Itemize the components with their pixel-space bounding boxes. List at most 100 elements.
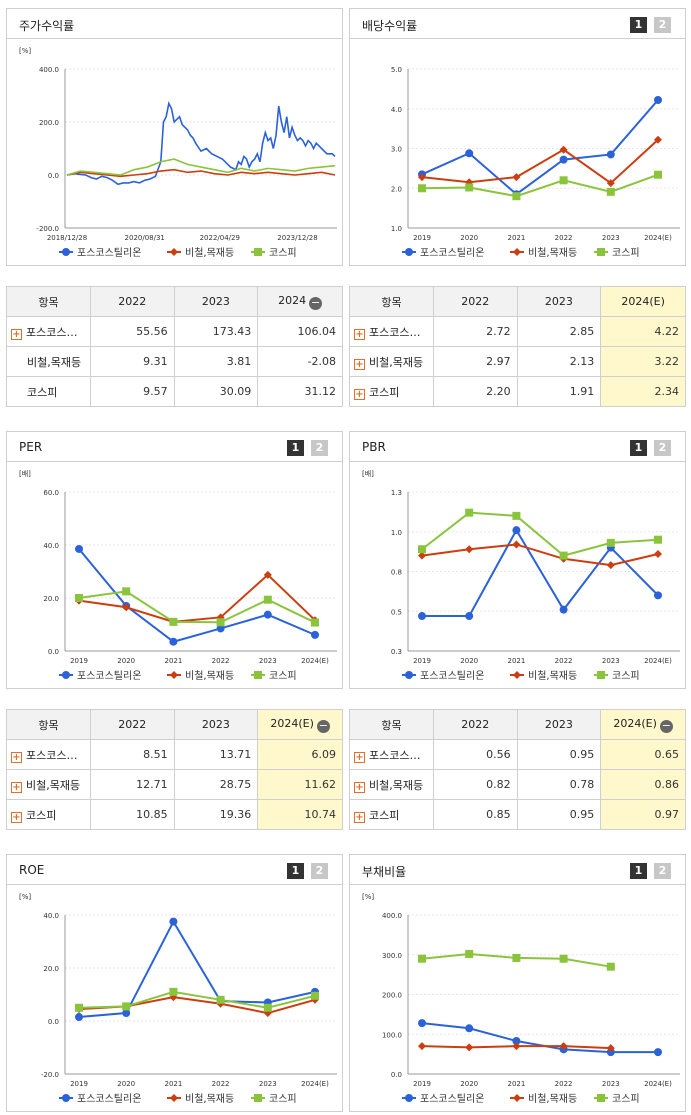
y-tick-label: 40.0 xyxy=(43,542,59,550)
y-tick-label: 20.0 xyxy=(43,595,59,603)
header-label: 2024(E) xyxy=(613,716,657,730)
expand-icon[interactable]: + xyxy=(354,781,365,793)
view-1-button[interactable]: 1 xyxy=(630,863,647,879)
y-tick-label: 1.0 xyxy=(391,225,402,233)
header-label: 2022 xyxy=(461,295,490,308)
data-point-circle xyxy=(75,1013,83,1022)
view-2-button[interactable]: 2 xyxy=(654,863,671,879)
data-point-square xyxy=(654,535,662,544)
table-row: + 비철,목재등 2.97 2.13 3.22 xyxy=(349,346,686,377)
view-1-button[interactable]: 1 xyxy=(287,440,304,456)
view-1-button[interactable]: 1 xyxy=(630,440,647,456)
table-header-cell: 2024(E) xyxy=(600,286,686,317)
table-row: + 비철,목재등 12.71 28.75 11.62 xyxy=(6,769,343,800)
data-point-square xyxy=(559,551,568,560)
panel-header: PER 1 2 xyxy=(7,432,342,462)
x-tick-label: 2018/12/28 xyxy=(47,234,87,242)
table-header-cell: 2022 xyxy=(89,286,175,317)
view-2-button[interactable]: 2 xyxy=(654,440,671,456)
panel-per: PER 1 2 [배] 60.0 40.0 20.0 0.0 2019 2020 2021 20… xyxy=(6,431,343,689)
value-cell: 0.56 xyxy=(432,739,518,770)
legend-label: 포스코스틸리온 xyxy=(420,669,484,682)
y-tick-label: 200.0 xyxy=(39,119,59,127)
data-point-circle xyxy=(122,1009,131,1018)
x-tick-label: 2020 xyxy=(460,657,478,665)
expand-icon[interactable]: + xyxy=(354,388,365,400)
data-point-circle xyxy=(216,624,225,633)
data-point-circle xyxy=(311,630,319,639)
row-name: 비철,목재등 xyxy=(369,355,424,369)
data-point-diamond xyxy=(418,173,426,182)
row-name-cell: + 포스코스… xyxy=(349,316,434,347)
value-cell: -2.08 xyxy=(257,346,343,377)
y-tick-label: 400.0 xyxy=(39,66,59,74)
y-tick-label: 0.0 xyxy=(48,648,59,656)
collapse-icon[interactable]: − xyxy=(309,295,323,310)
x-tick-label: 2020 xyxy=(117,1080,135,1088)
row-name-cell: + 코스피 xyxy=(349,376,434,407)
table-header-cell: 항목 xyxy=(6,709,91,740)
y-tick-label: 0.3 xyxy=(391,648,402,656)
x-tick-label: 2019 xyxy=(70,657,88,665)
expand-icon[interactable]: + xyxy=(11,328,22,340)
view-2-button[interactable]: 2 xyxy=(311,863,328,879)
value-cell: 0.97 xyxy=(600,799,686,830)
data-point-diamond xyxy=(513,248,521,256)
data-point-circle xyxy=(62,671,70,679)
data-point-square xyxy=(465,949,474,958)
collapse-icon[interactable]: − xyxy=(316,718,330,733)
data-point-circle xyxy=(654,591,662,600)
series-line xyxy=(66,101,336,186)
table-header-cell: 항목 xyxy=(349,709,434,740)
header-label: 2023 xyxy=(544,718,573,731)
view-2-button[interactable]: 2 xyxy=(311,440,328,456)
expand-icon[interactable]: + xyxy=(354,751,365,763)
view-2-button[interactable]: 2 xyxy=(654,17,671,33)
row-name: 비철,목재등 xyxy=(26,778,81,792)
legend-label: 포스코스틸리온 xyxy=(77,1092,141,1105)
expand-icon[interactable]: + xyxy=(354,811,365,823)
panel-title: 부채비율 xyxy=(362,865,407,879)
x-tick-label: 2022 xyxy=(212,1080,230,1088)
data-point-diamond xyxy=(465,1043,474,1052)
expand-icon[interactable]: + xyxy=(354,328,365,340)
series-line xyxy=(66,158,336,176)
legend-label: 비철,목재등 xyxy=(185,247,234,259)
view-1-button[interactable]: 1 xyxy=(630,17,647,33)
header-label: 항목 xyxy=(38,295,59,309)
y-tick-label: 0.8 xyxy=(391,569,402,577)
collapse-icon[interactable]: − xyxy=(659,718,673,733)
table-row: + 포스코스… 8.51 13.71 6.09 xyxy=(6,739,343,770)
table-row: + 코스피 2.20 1.91 2.34 xyxy=(349,376,686,407)
table-row: + 포스코스… 55.56 173.43 106.04 xyxy=(6,316,343,347)
expand-icon[interactable]: + xyxy=(11,811,22,823)
y-tick-label: 100.0 xyxy=(382,1031,402,1039)
row-name: 포스코스… xyxy=(369,325,421,339)
expand-icon[interactable]: + xyxy=(11,751,22,763)
header-label: 2023 xyxy=(201,718,230,731)
expand-icon[interactable]: + xyxy=(11,781,22,793)
data-point-square xyxy=(559,954,568,963)
y-tick-label: 60.0 xyxy=(43,489,59,497)
expand-icon[interactable]: + xyxy=(354,358,365,370)
data-point-square xyxy=(216,995,225,1004)
data-point-diamond xyxy=(654,135,662,144)
x-tick-label: 2020 xyxy=(460,234,478,242)
row-name: 코스피 xyxy=(369,385,400,399)
legend-label: 비철,목재등 xyxy=(528,247,577,259)
x-tick-label: 2021 xyxy=(507,1080,525,1088)
pbr-table: 항목 2022 2023 2024(E) − + 포스코스… 0.56 0.95 0.65 + 비철,… xyxy=(349,709,686,830)
data-point-square xyxy=(263,1003,272,1012)
header-label: 2022 xyxy=(118,295,147,308)
x-tick-label: 2024(E) xyxy=(644,1080,672,1088)
data-point-diamond xyxy=(513,671,521,679)
data-point-square xyxy=(512,953,521,962)
data-point-diamond xyxy=(170,671,178,679)
view-1-button[interactable]: 1 xyxy=(287,863,304,879)
data-point-square xyxy=(597,248,605,256)
y-tick-label: 400.0 xyxy=(382,912,402,920)
value-cell: 9.57 xyxy=(89,376,175,407)
data-point-circle xyxy=(405,1094,413,1102)
data-point-diamond xyxy=(512,1042,521,1051)
value-cell: 19.36 xyxy=(173,799,259,830)
